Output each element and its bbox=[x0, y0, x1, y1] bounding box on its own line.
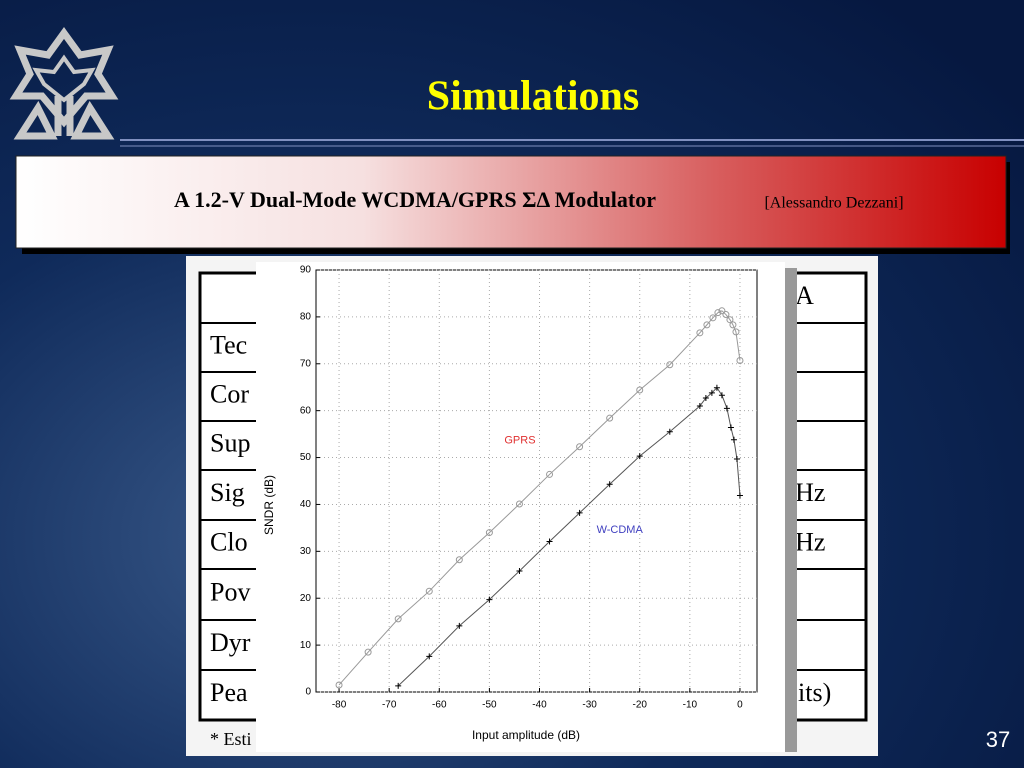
marker bbox=[576, 443, 584, 451]
y-tick-label: 80 bbox=[300, 312, 312, 323]
marker bbox=[727, 424, 734, 431]
x-tick-label: 0 bbox=[737, 700, 743, 711]
marker bbox=[714, 309, 722, 317]
banner-title: A 1.2-V Dual-Mode WCDMA/GPRS ΣΔ Modulato… bbox=[174, 187, 656, 212]
marker bbox=[702, 395, 709, 402]
marker bbox=[395, 682, 402, 689]
chart: -80 -70 -60 -50 -40 -30 -20 -10 0 0 10 20 30 40 50 60 70… bbox=[300, 265, 757, 711]
marker bbox=[516, 568, 523, 575]
x-tick-label: -40 bbox=[532, 700, 547, 711]
x-tick-label: -10 bbox=[683, 700, 698, 711]
table-cell: Clo bbox=[210, 527, 248, 556]
y-tick-label: 30 bbox=[300, 546, 312, 557]
page-number: 37 bbox=[986, 727, 1010, 752]
marker bbox=[426, 653, 433, 660]
y-axis-label: SNDR (dB) bbox=[262, 475, 276, 535]
footnote: * Esti bbox=[210, 729, 252, 749]
marker bbox=[666, 428, 673, 435]
marker bbox=[456, 622, 463, 629]
marker bbox=[364, 648, 372, 656]
marker bbox=[455, 556, 463, 564]
marker bbox=[713, 384, 720, 391]
table-cell: Cor bbox=[210, 379, 249, 408]
marker bbox=[666, 361, 674, 369]
marker bbox=[703, 321, 711, 329]
x-tick-label: -20 bbox=[633, 700, 648, 711]
y-tick-label: 60 bbox=[300, 405, 312, 416]
series-label: GPRS bbox=[504, 435, 535, 447]
series-line bbox=[397, 386, 741, 687]
x-tick-label: -70 bbox=[382, 700, 397, 711]
logo bbox=[9, 27, 119, 140]
marker bbox=[394, 615, 402, 623]
marker bbox=[726, 316, 734, 324]
y-tick-label: 20 bbox=[300, 593, 312, 604]
marker bbox=[723, 405, 730, 412]
marker bbox=[732, 328, 740, 336]
marker bbox=[546, 538, 553, 545]
marker bbox=[515, 500, 523, 508]
marker bbox=[576, 509, 583, 516]
marker bbox=[718, 307, 726, 315]
marker bbox=[696, 402, 703, 409]
marker bbox=[696, 329, 704, 337]
marker bbox=[425, 587, 433, 595]
x-tick-label: -30 bbox=[582, 700, 597, 711]
marker bbox=[606, 414, 614, 422]
marker bbox=[485, 529, 493, 537]
marker bbox=[335, 681, 343, 689]
marker bbox=[709, 314, 717, 322]
marker bbox=[546, 470, 554, 478]
series-label: W-CDMA bbox=[597, 524, 644, 536]
marker bbox=[736, 492, 743, 499]
table-cell: Dyr bbox=[210, 628, 251, 657]
slide-title: Simulations bbox=[427, 74, 639, 120]
y-tick-label: 40 bbox=[300, 499, 312, 510]
plot-area bbox=[315, 269, 758, 693]
marker bbox=[729, 321, 737, 329]
x-axis-label: Input amplitude (dB) bbox=[472, 728, 580, 742]
marker bbox=[606, 481, 613, 488]
x-tick-label: -80 bbox=[332, 700, 347, 711]
table-cell: Sig bbox=[210, 478, 245, 507]
banner bbox=[15, 155, 1007, 249]
marker bbox=[718, 392, 725, 399]
citation: [Alessandro Dezzani] bbox=[764, 195, 903, 212]
y-tick-label: 0 bbox=[305, 687, 311, 698]
y-tick-label: 90 bbox=[300, 265, 312, 276]
y-tick-label: 10 bbox=[300, 640, 312, 651]
table-cell: Pov bbox=[210, 577, 250, 606]
marker bbox=[733, 455, 740, 462]
chart-shadow bbox=[785, 268, 797, 752]
x-tick-label: -50 bbox=[482, 700, 497, 711]
y-tick-label: 70 bbox=[300, 358, 312, 369]
table-cell: Tec bbox=[210, 330, 247, 359]
y-tick-label: 50 bbox=[300, 452, 312, 463]
marker bbox=[736, 356, 744, 364]
marker bbox=[722, 311, 730, 319]
marker bbox=[486, 596, 493, 603]
marker bbox=[636, 453, 643, 460]
x-tick-label: -60 bbox=[432, 700, 447, 711]
table-cell: Sup bbox=[210, 428, 250, 457]
table-cell: Pea bbox=[210, 678, 248, 707]
marker bbox=[708, 389, 715, 396]
marker bbox=[730, 436, 737, 443]
marker bbox=[636, 386, 644, 394]
